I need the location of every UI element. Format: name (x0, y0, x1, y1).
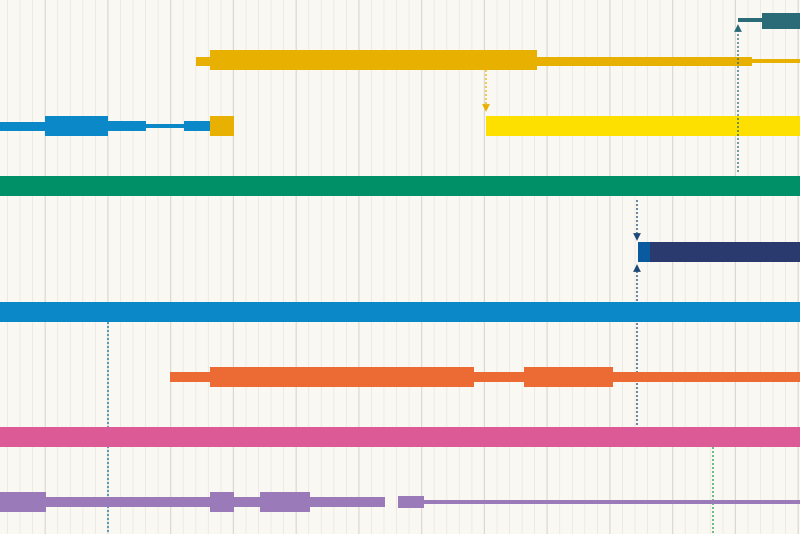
branch-blue (0, 302, 800, 322)
branch-blue-left (0, 116, 211, 136)
branch-purple (0, 492, 800, 512)
segment (196, 57, 212, 66)
segment (524, 367, 613, 387)
segment (0, 492, 46, 512)
segment (184, 121, 211, 131)
segment (474, 372, 524, 382)
segment (46, 497, 210, 507)
branch-green (0, 176, 800, 196)
segment (234, 497, 260, 507)
branch-teal (738, 13, 800, 29)
segment (0, 122, 46, 131)
segment (210, 50, 537, 70)
segment (752, 59, 800, 63)
branch-orange (170, 367, 800, 387)
segment (108, 121, 146, 131)
segment (260, 492, 310, 512)
segment (613, 372, 800, 382)
branch-gold (196, 50, 800, 70)
segment (210, 116, 234, 136)
segment (638, 242, 651, 262)
branch-pink (0, 427, 800, 447)
segment (170, 372, 211, 382)
segment (738, 18, 764, 22)
branch-yellow (486, 116, 800, 136)
segment (762, 13, 800, 29)
segment (398, 496, 424, 508)
segment (310, 497, 385, 507)
segment (45, 116, 108, 136)
branch-navy (650, 242, 800, 262)
segment (146, 124, 184, 128)
segment (210, 367, 474, 387)
segment (537, 57, 752, 66)
segment (210, 492, 234, 512)
segment (424, 500, 800, 504)
